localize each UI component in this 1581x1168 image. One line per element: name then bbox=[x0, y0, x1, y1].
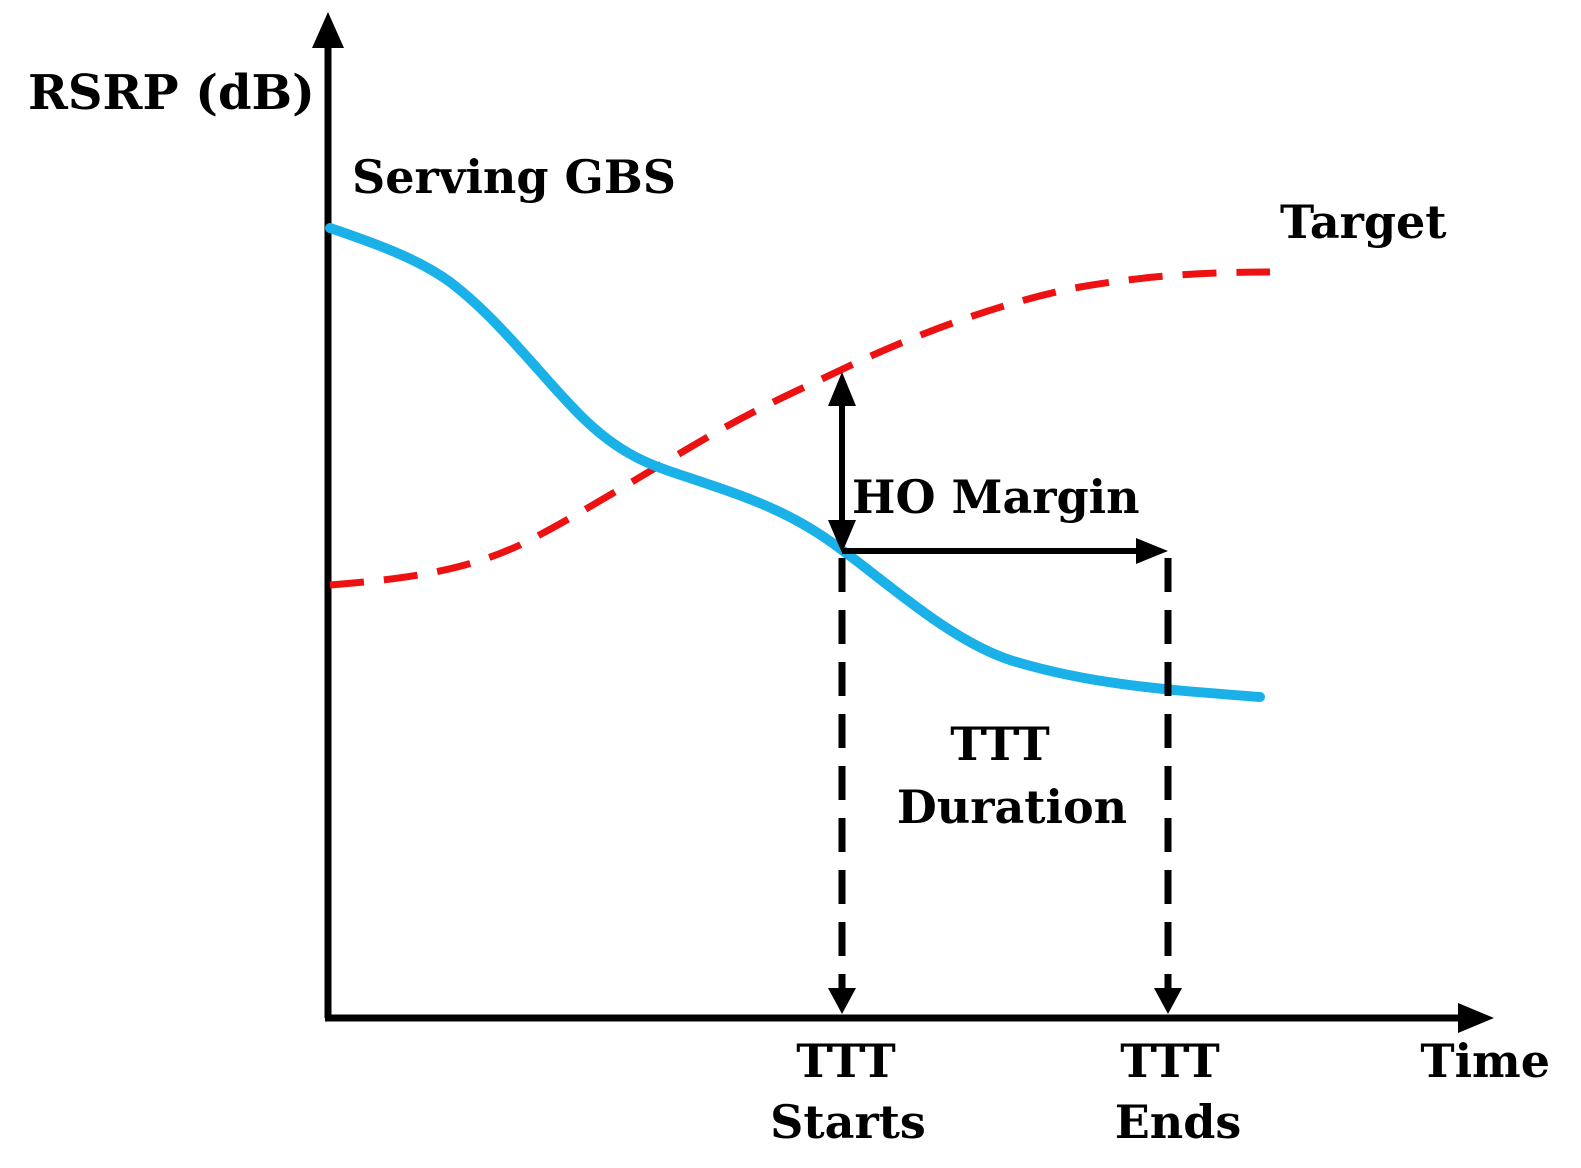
y-axis-label: RSRP (dB) bbox=[28, 65, 315, 121]
ho-margin-arrowhead-bottom bbox=[828, 520, 856, 553]
ttt-duration-label-line2: Duration bbox=[897, 780, 1127, 834]
ho-margin-label: HO Margin bbox=[852, 470, 1140, 524]
ttt-starts-label-line1: TTT bbox=[796, 1034, 895, 1088]
ttt-duration-label-line1: TTT bbox=[950, 717, 1049, 771]
serving-curve bbox=[325, 223, 1265, 702]
ttt-ends-label-line2: Ends bbox=[1115, 1095, 1242, 1149]
ttt-starts-label-line2: Starts bbox=[770, 1095, 926, 1149]
ttt-duration-arrowhead bbox=[1136, 538, 1168, 564]
y-axis-arrowhead bbox=[312, 12, 344, 48]
ttt-start-arrowhead bbox=[828, 988, 856, 1014]
target-curve bbox=[329, 268, 1271, 589]
ttt-ends-label-line1: TTT bbox=[1120, 1034, 1219, 1088]
serving-curve-label: Serving GBS bbox=[352, 150, 676, 204]
target-curve-label: Target bbox=[1280, 195, 1447, 249]
ttt-end-arrowhead bbox=[1154, 988, 1182, 1014]
x-axis-label: Time bbox=[1420, 1034, 1550, 1088]
x-axis-arrowhead bbox=[1458, 1003, 1494, 1033]
ho-margin-arrowhead-top bbox=[828, 372, 856, 406]
